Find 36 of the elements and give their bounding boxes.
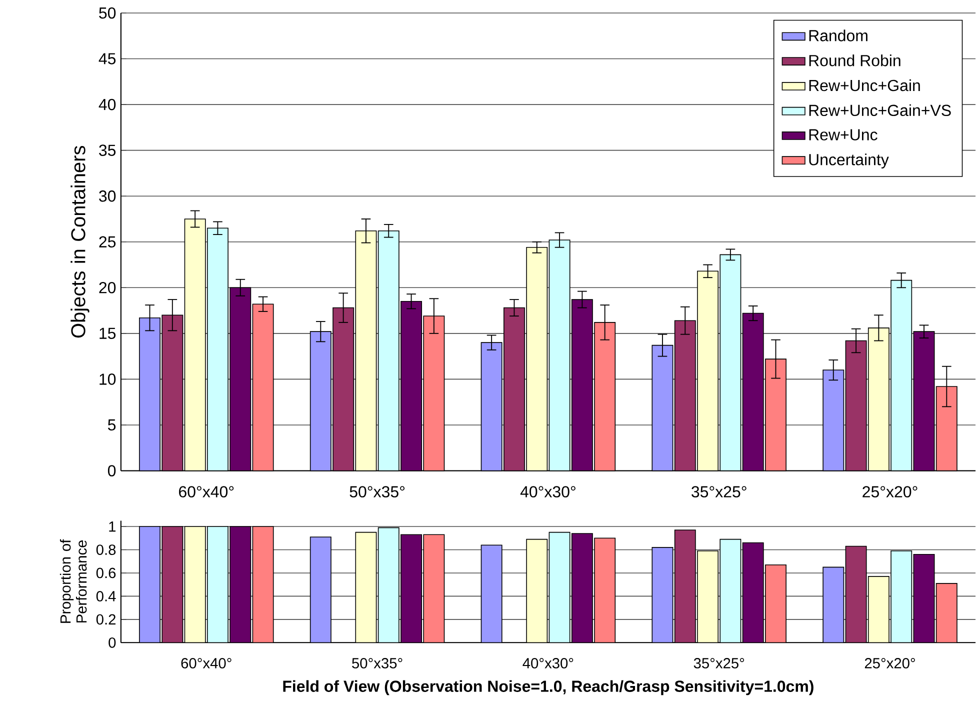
legend-label: Rew+Unc+Gain+VS: [809, 104, 951, 116]
legend-label: Rew+Unc: [809, 129, 878, 141]
y-tick-label: 1: [109, 522, 116, 532]
x-tick-label: 25°x20°: [862, 486, 918, 498]
y-tick-label: 50: [99, 8, 116, 19]
x-tick-label: 50°x35°: [352, 658, 402, 669]
y-tick-label: 0: [108, 638, 116, 648]
legend-label: Uncertainty: [809, 154, 889, 169]
legend-label: Round Robin: [809, 54, 900, 66]
y-tick-label: 0.6: [96, 568, 116, 578]
y-axis-title: Proportion of Performance: [60, 539, 87, 624]
x-axis-title: Field of View (Observation Noise=1.0, Reach/Grasp Sensitivity=1.0cm): [283, 680, 814, 696]
y-tick-label: 10: [100, 374, 116, 386]
y-tick-label: 25: [99, 236, 116, 248]
y-tick-label: 30: [99, 190, 116, 202]
y-tick-label: 0.8: [96, 544, 116, 556]
y-tick-label: 0.2: [96, 614, 116, 625]
y-tick-label: 0.4: [96, 591, 116, 602]
x-tick-label: 60°x40°: [179, 486, 234, 498]
y-tick-label: 5: [108, 420, 116, 431]
x-tick-label: 50°x35°: [350, 486, 405, 498]
y-axis-title: Objects in Containers: [70, 146, 90, 338]
x-tick-label: 35°x25°: [694, 658, 744, 669]
x-tick-label: 40°x30°: [520, 486, 576, 498]
x-tick-label: 25°x20°: [864, 658, 915, 669]
y-tick-label: 40: [98, 99, 116, 110]
legend-label: Random: [809, 30, 868, 42]
y-tick-label: 35: [99, 144, 116, 156]
y-tick-label: 45: [98, 53, 116, 65]
y-tick-label: 0: [108, 465, 116, 477]
legend-label: Rew+Unc+Gain: [809, 80, 920, 92]
y-tick-label: 15: [100, 328, 116, 340]
y-tick-label: 20: [99, 282, 116, 294]
x-tick-label: 60°x40°: [181, 658, 232, 669]
x-tick-label: 40°x30°: [522, 658, 574, 669]
x-tick-label: 35°x25°: [692, 486, 746, 498]
